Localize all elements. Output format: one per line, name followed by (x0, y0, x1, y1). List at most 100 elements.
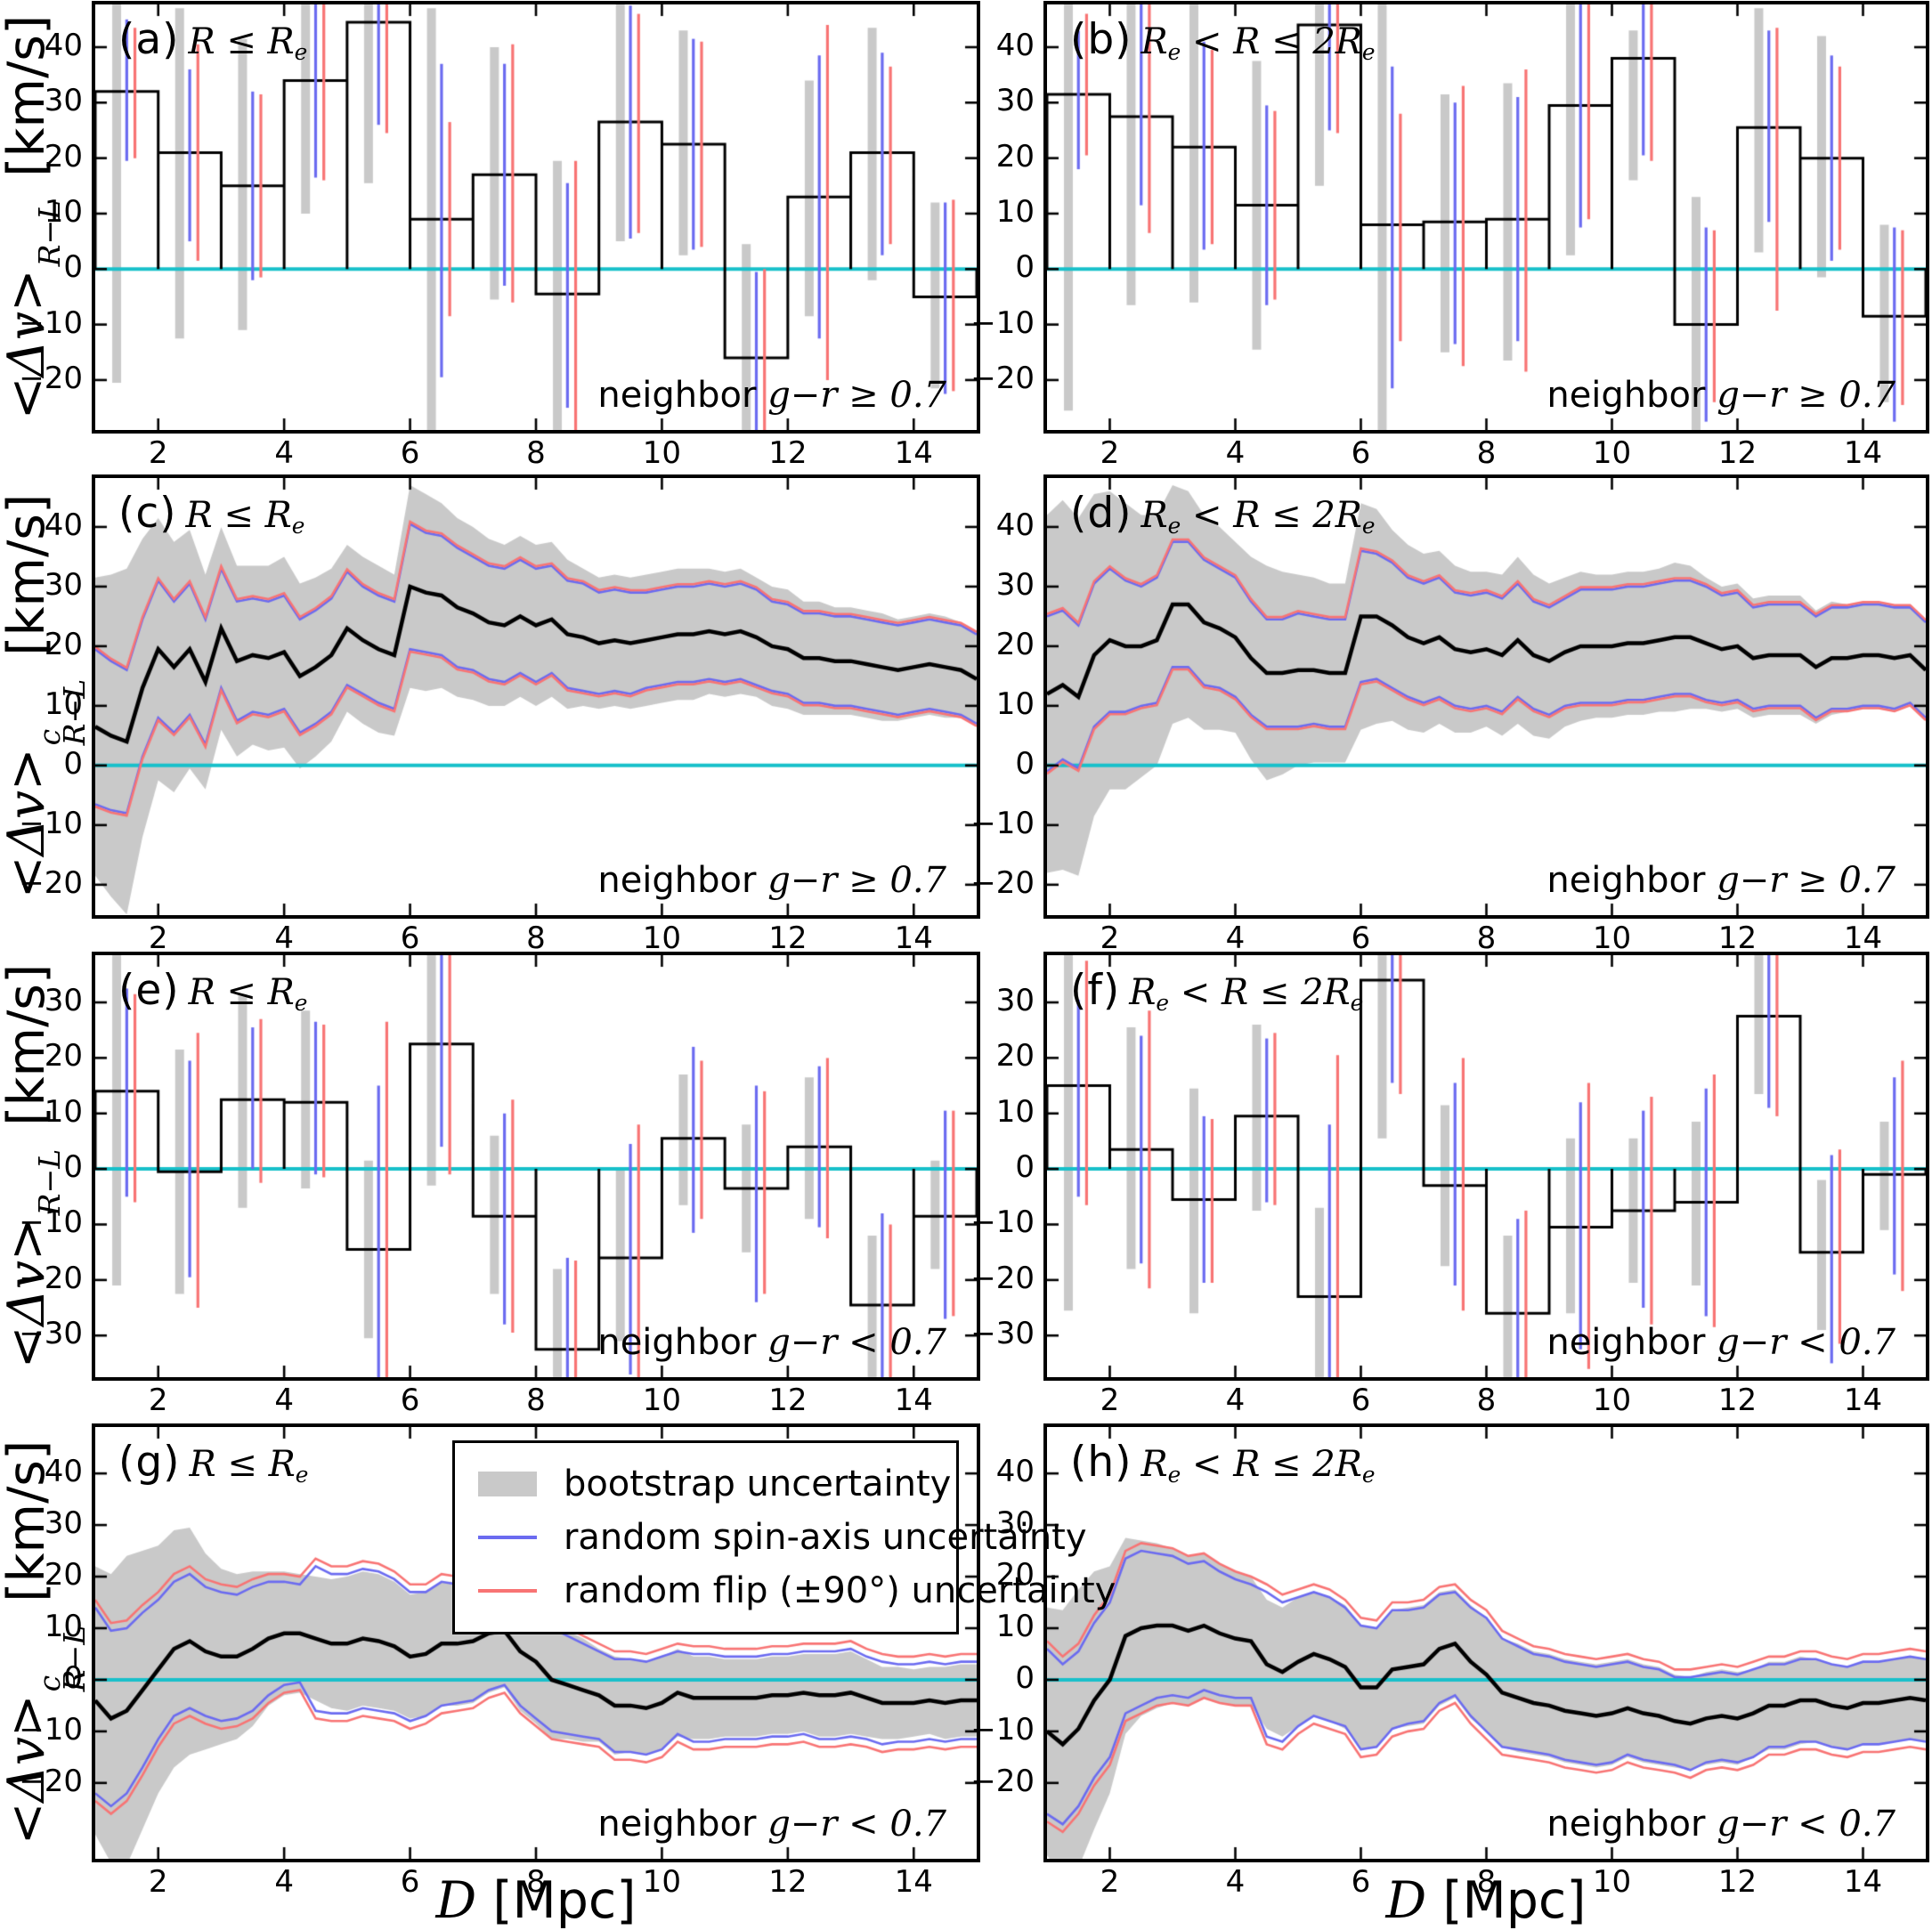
y-axis-label-row1: <Δv> R−L [km/s] (0, 14, 68, 420)
x-tick-label: 10 (1592, 435, 1632, 471)
y-tick-label: 10 (44, 1608, 83, 1644)
x-tick-label: 10 (642, 920, 682, 956)
x-tick-label: 14 (1843, 1864, 1883, 1900)
x-tick-label: 8 (526, 1864, 546, 1900)
panel-e-plot (95, 955, 977, 1377)
panel-a-annotation: neighbor g−r ≥ 0.7 (597, 375, 946, 416)
panel-a-label: (a) R ≤ Re (118, 15, 308, 65)
panel-h-plot (1047, 1427, 1926, 1859)
y-tick-label: 20 (995, 1557, 1035, 1593)
y-tick-label: −20 (19, 1763, 83, 1799)
x-tick-label: 6 (1351, 920, 1371, 956)
x-tick-label: 2 (1100, 1383, 1120, 1418)
x-tick-label: 14 (894, 435, 933, 471)
legend-label: random flip (±90°) uncertainty (563, 1569, 1116, 1611)
y-tick-label: 30 (995, 1505, 1035, 1542)
x-tick-label: 10 (642, 435, 682, 471)
y-tick-label: 10 (44, 685, 83, 722)
y-tick-label: 40 (995, 27, 1035, 63)
x-tick-label: 4 (274, 1864, 294, 1900)
panel-f-label: (f) Re < R ≤ 2Re (1070, 966, 1364, 1016)
panel-c-plot (95, 478, 977, 915)
x-tick-label: 6 (1351, 1864, 1371, 1900)
panel-e: (e) R ≤ Re neighbor g−r < 0.7 (92, 952, 980, 1381)
x-tick-label: 10 (1592, 920, 1632, 956)
gray-patch-swatch (477, 1471, 537, 1496)
x-axis-label-left: D [Mpc] (435, 1871, 637, 1930)
y-tick-label: 0 (63, 745, 83, 782)
x-tick-label: 4 (1225, 1383, 1246, 1418)
x-tick-label: 6 (400, 1864, 420, 1900)
y-tick-label: 40 (995, 1454, 1035, 1490)
y-tick-label: 40 (44, 1454, 83, 1490)
x-tick-label: 12 (1717, 1864, 1757, 1900)
x-tick-label: 12 (768, 435, 808, 471)
y-tick-label: 40 (44, 27, 83, 63)
y-tick-label: 0 (63, 1149, 83, 1186)
x-tick-label: 4 (1225, 920, 1246, 956)
x-tick-label: 4 (1225, 435, 1246, 471)
x-tick-label: 8 (526, 435, 546, 471)
panel-f-plot (1047, 955, 1926, 1377)
x-tick-label: 6 (400, 920, 420, 956)
x-tick-label: 2 (1100, 1864, 1120, 1900)
x-tick-label: 8 (1476, 435, 1497, 471)
panel-e-annotation: neighbor g−r < 0.7 (597, 1322, 946, 1363)
panel-d-label: (d) Re < R ≤ 2Re (1070, 489, 1376, 539)
x-tick-label: 12 (768, 1864, 808, 1900)
x-tick-label: 6 (1351, 435, 1371, 471)
x-tick-label: 2 (148, 1864, 168, 1900)
y-tick-label: 30 (44, 1505, 83, 1542)
x-axis-label-right: D [Mpc] (1385, 1871, 1587, 1930)
y-tick-label: −10 (19, 304, 83, 341)
y-tick-label: −10 (19, 1204, 83, 1241)
y-tick-label: −20 (19, 360, 83, 396)
y-tick-label: 0 (1015, 1149, 1035, 1186)
y-tick-label: −10 (970, 1204, 1035, 1241)
panel-a: (a) R ≤ Re neighbor g−r ≥ 0.7 (92, 1, 980, 434)
legend-label: bootstrap uncertainty (563, 1463, 952, 1504)
panel-h-label: (h) Re < R ≤ 2Re (1070, 1438, 1376, 1488)
x-tick-label: 10 (1592, 1383, 1632, 1418)
y-tick-label: −10 (970, 1711, 1035, 1748)
x-tick-label: 4 (1225, 1864, 1246, 1900)
y-tick-label: 10 (995, 193, 1035, 230)
red-line-swatch (477, 1588, 537, 1593)
x-tick-label: 14 (894, 1864, 933, 1900)
x-tick-label: 4 (274, 920, 294, 956)
x-tick-label: 2 (1100, 920, 1120, 956)
x-tick-label: 2 (148, 920, 168, 956)
panel-a-plot (95, 4, 977, 430)
y-tick-label: 20 (44, 1038, 83, 1074)
y-tick-label: 30 (44, 983, 83, 1018)
y-tick-label: −10 (19, 1711, 83, 1748)
y-tick-label: 0 (1015, 745, 1035, 782)
y-tick-label: 30 (44, 83, 83, 119)
y-tick-label: 0 (1015, 249, 1035, 286)
y-tick-label: 40 (995, 507, 1035, 543)
y-tick-label: 20 (995, 1038, 1035, 1074)
y-tick-label: −10 (970, 304, 1035, 341)
legend-item-random-flip: random flip (±90°) uncertainty (477, 1564, 1116, 1618)
x-tick-label: 8 (526, 1383, 546, 1418)
panel-c-annotation: neighbor g−r ≥ 0.7 (597, 860, 946, 901)
y-tick-label: 30 (995, 566, 1035, 603)
x-tick-label: 12 (768, 1383, 808, 1418)
x-tick-label: 4 (274, 1383, 294, 1418)
y-tick-label: 10 (44, 1093, 83, 1130)
panel-h: (h) Re < R ≤ 2Re neighbor g−r < 0.7 (1043, 1423, 1929, 1862)
panel-h-annotation: neighbor g−r < 0.7 (1546, 1804, 1895, 1845)
y-tick-label: 20 (995, 626, 1035, 662)
y-tick-label: −20 (970, 1763, 1035, 1799)
x-tick-label: 6 (1351, 1383, 1371, 1418)
legend: bootstrap uncertainty random spin-axis u… (451, 1439, 1116, 1634)
x-tick-label: 8 (1476, 920, 1497, 956)
y-tick-label: 0 (63, 249, 83, 286)
panel-b: (b) Re < R ≤ 2Re neighbor g−r ≥ 0.7 (1043, 1, 1929, 434)
x-tick-label: 10 (1592, 1864, 1632, 1900)
y-tick-label: −20 (970, 864, 1035, 901)
x-tick-label: 14 (894, 1383, 933, 1418)
y-tick-label: 10 (995, 1608, 1035, 1644)
blue-line-swatch (477, 1535, 537, 1539)
x-tick-label: 8 (1476, 1383, 1497, 1418)
